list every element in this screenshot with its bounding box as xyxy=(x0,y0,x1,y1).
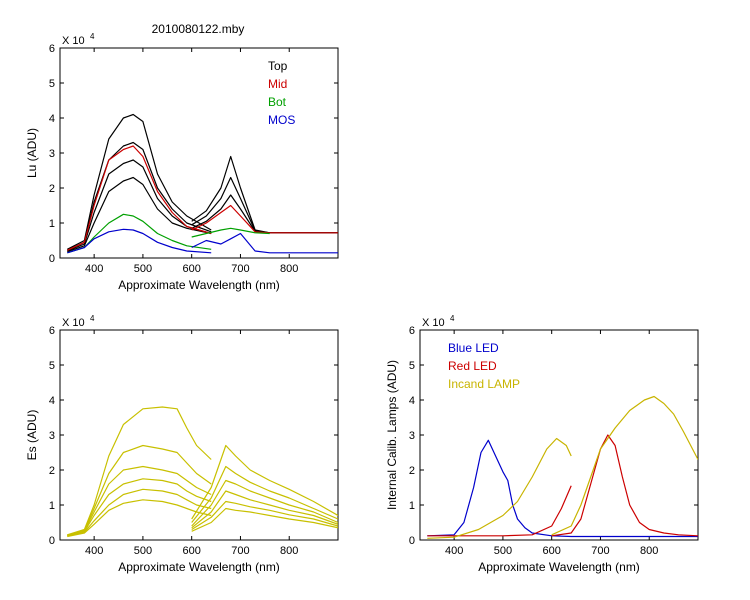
series-line xyxy=(67,499,212,538)
y-tick-label: 2 xyxy=(49,183,55,195)
y-tick-label: 1 xyxy=(49,500,55,512)
y-tick-label: 5 xyxy=(49,360,55,372)
y-tick-label: 3 xyxy=(49,148,55,160)
series-line xyxy=(67,465,212,537)
red-led-series-line xyxy=(427,485,572,537)
y-tick-label: 5 xyxy=(409,360,415,372)
red-led-series-line xyxy=(551,434,698,537)
x-axis-label: Approximate Wavelength (nm) xyxy=(118,278,280,292)
lu-chart: 0 1 2 3 4 5 6 400 500 600 700 800 X 10 4 Approximate W… xyxy=(25,32,339,292)
y-tick-label: 4 xyxy=(409,395,415,407)
y-tick-label: 4 xyxy=(49,113,55,125)
x-tick-label: 800 xyxy=(280,545,298,557)
series-line xyxy=(67,478,212,537)
exponent-power: 4 xyxy=(90,314,95,323)
x-tick-label: 400 xyxy=(445,545,463,557)
exponent-power: 4 xyxy=(90,32,95,41)
bot-series-line xyxy=(191,227,270,238)
y-tick-label: 2 xyxy=(409,465,415,477)
series-line xyxy=(191,507,338,532)
mid-series-line xyxy=(67,145,212,251)
axes-frame xyxy=(59,329,339,541)
mos-series-line xyxy=(191,232,338,254)
es-chart: 0 1 2 3 4 5 6 400 500 600 700 800 X 10 4 Approximate W… xyxy=(25,314,339,574)
top-series-line xyxy=(191,176,338,234)
x-axis-label: Approximate Wavelength (nm) xyxy=(118,560,280,574)
y-axis-label: Lu (ADU) xyxy=(25,128,39,178)
y-tick-label: 0 xyxy=(409,535,415,547)
top-series-line xyxy=(191,194,338,234)
exponent-label: X 10 xyxy=(62,317,85,329)
series-line xyxy=(191,490,338,529)
exponent-power: 4 xyxy=(450,314,455,323)
bot-series-line xyxy=(67,213,212,254)
series-group xyxy=(67,406,338,538)
y-axis-label: Internal Calib. Lamps (ADU) xyxy=(385,360,399,510)
series-line xyxy=(191,444,338,520)
x-tick-label: 600 xyxy=(543,545,561,557)
x-tick-label: 600 xyxy=(183,545,201,557)
series-line xyxy=(67,406,212,536)
series-group xyxy=(427,395,698,539)
series-line xyxy=(191,500,338,531)
x-tick-label: 700 xyxy=(591,545,609,557)
series-line xyxy=(67,488,212,537)
legend-entry: Mid xyxy=(268,77,287,91)
top-series-line xyxy=(67,176,212,253)
y-tick-label: 1 xyxy=(409,500,415,512)
x-tick-label: 700 xyxy=(231,263,249,275)
top-series-line xyxy=(67,159,212,252)
y-axis-label: Es (ADU) xyxy=(25,410,39,461)
legend-entry: Blue LED xyxy=(448,341,499,355)
y-tick-label: 6 xyxy=(409,325,415,337)
series-line xyxy=(67,444,212,536)
y-tick-label: 2 xyxy=(49,465,55,477)
y-tick-label: 1 xyxy=(49,218,55,230)
x-tick-label: 500 xyxy=(494,545,512,557)
incand-lamp-series-line xyxy=(551,395,698,536)
y-tick-label: 0 xyxy=(49,253,55,265)
legend-entry: Incand LAMP xyxy=(448,377,520,391)
calibration-lamps-chart: 0 1 2 3 4 5 6 400 500 600 700 800 X 10 4 Approximate W… xyxy=(385,314,699,574)
y-tick-label: 4 xyxy=(49,395,55,407)
exponent-label: X 10 xyxy=(422,317,445,329)
x-tick-label: 400 xyxy=(85,545,103,557)
y-tick-label: 6 xyxy=(49,43,55,55)
x-tick-label: 500 xyxy=(134,263,152,275)
series-line xyxy=(191,465,338,523)
series-line xyxy=(191,479,338,527)
mid-series-line xyxy=(191,204,338,234)
y-tick-label: 5 xyxy=(49,78,55,90)
x-tick-label: 800 xyxy=(280,263,298,275)
y-tick-label: 3 xyxy=(409,430,415,442)
mos-series-line xyxy=(67,228,212,254)
series-group xyxy=(67,113,338,254)
y-tick-label: 6 xyxy=(49,325,55,337)
legend-entry: Bot xyxy=(268,95,287,109)
y-tick-label: 0 xyxy=(49,535,55,547)
x-tick-label: 500 xyxy=(134,545,152,557)
legend-entry: Top xyxy=(268,59,288,73)
y-tick-label: 3 xyxy=(49,430,55,442)
top-series-line xyxy=(67,113,212,250)
x-tick-label: 600 xyxy=(183,263,201,275)
legend-entry: Red LED xyxy=(448,359,497,373)
exponent-label: X 10 xyxy=(62,35,85,47)
x-tick-label: 800 xyxy=(640,545,658,557)
x-tick-label: 700 xyxy=(231,545,249,557)
x-tick-label: 400 xyxy=(85,263,103,275)
incand-lamp-series-line xyxy=(427,437,572,539)
top-series-line xyxy=(191,155,338,234)
legend-entry: MOS xyxy=(268,113,295,127)
blue-led-series-line xyxy=(427,439,698,538)
figure-title: 2010080122.mby xyxy=(152,22,245,36)
x-axis-label: Approximate Wavelength (nm) xyxy=(478,560,640,574)
